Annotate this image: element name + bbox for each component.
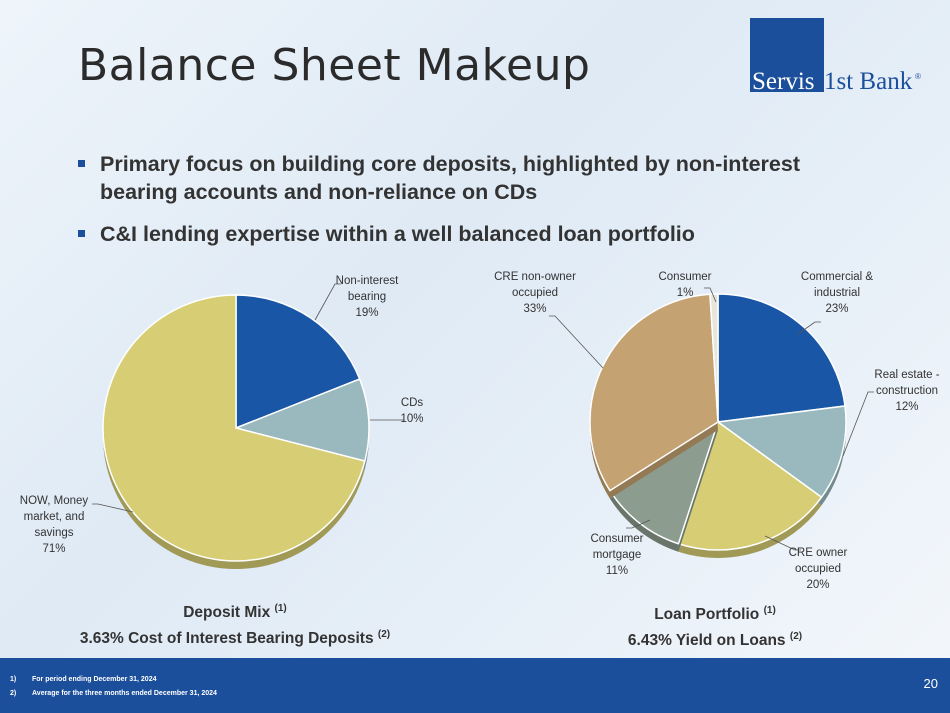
page-title: Balance Sheet Makeup (78, 40, 591, 91)
slice-label-line: savings (35, 527, 74, 539)
pie-slice (716, 405, 847, 499)
caption-title: Deposit Mix (183, 604, 271, 622)
slice-percent: 23% (825, 303, 848, 315)
slice-percent: 1% (677, 287, 694, 299)
caption-footnote-ref: (2) (377, 629, 391, 641)
bullet-square-icon (78, 160, 85, 167)
footnote-text: For period ending December 31, 2024 (32, 676, 157, 683)
bullet-text: Primary focus on building core deposits,… (100, 152, 800, 204)
slice-label-line: Non-interest (336, 275, 399, 287)
page-number: 20 (923, 676, 938, 691)
slice-percent: 71% (42, 543, 65, 555)
leader-line (797, 321, 821, 335)
pie-slice (233, 378, 370, 462)
slice-percent: 10% (400, 413, 423, 425)
leader-line (764, 535, 801, 551)
slice-label-line: bearing (348, 291, 386, 303)
slice-label: NOW, Money market, and savings 71% (20, 495, 89, 555)
pie-chart: Commercial & industrial 23% Real estate - co… (494, 271, 940, 591)
slice-label-line: CRE owner (789, 547, 848, 559)
leader-line (704, 287, 717, 303)
slice-label-line: mortgage (593, 549, 642, 561)
slice-label: Commercial & industrial 23% (801, 271, 874, 315)
pie-chart: Non-interest bearing 19% CDs 10% NOW, Money ma… (20, 275, 424, 569)
loan-portfolio-caption: Loan Portfolio (1) 6.43% Yield on Loans … (565, 600, 865, 652)
logo-text-1st-bank: 1st Bank (824, 68, 913, 95)
slice-label-line: CDs (401, 397, 424, 409)
slice-label-line: NOW, Money (20, 495, 89, 507)
slice-percent: 33% (523, 303, 546, 315)
pie-slice (709, 293, 719, 423)
bullet-text: C&I lending expertise within a well bala… (100, 222, 695, 246)
slice-label: CRE owner occupied 20% (789, 547, 848, 591)
pie-slice (717, 293, 846, 423)
slice-label: Consumer 1% (658, 271, 711, 299)
slice-percent: 12% (895, 401, 918, 413)
logo-box (750, 18, 824, 92)
leader-line (92, 503, 134, 513)
leader-line (314, 283, 341, 321)
slice-label-line: Real estate - (874, 369, 939, 381)
footnote: 2) Average for the three months ended Dec… (10, 690, 217, 697)
pie-slice (102, 294, 366, 562)
slice-label-line: construction (876, 385, 938, 397)
slice-label-line: industrial (814, 287, 860, 299)
slice-label-line: occupied (795, 563, 841, 575)
pie-charts: Non-interest bearing 19% CDs 10% NOW, Money ma… (20, 271, 940, 591)
slice-label-line: occupied (512, 287, 558, 299)
slice-label: Consumer mortgage 11% (590, 533, 643, 577)
deposit-mix-caption: Deposit Mix (1) 3.63% Cost of Interest B… (60, 598, 410, 650)
footer-bar: 1) For period ending December 31, 2024 2)… (0, 658, 950, 713)
bullet-list: Primary focus on building core deposits,… (78, 150, 878, 262)
pie-slice (677, 420, 823, 551)
slice-percent: 19% (355, 307, 378, 319)
bullet-item: C&I lending expertise within a well bala… (78, 220, 878, 248)
leader-line (549, 315, 604, 369)
slice-label-line: Consumer (658, 271, 711, 283)
slice-label-line: Consumer (590, 533, 643, 545)
logo-text-servis: Servis (752, 68, 815, 95)
slice-label: Real estate - construction 12% (874, 369, 939, 413)
bank-logo: Servis 1st Bank ® (750, 18, 923, 95)
footnote-number: 1) (10, 676, 17, 683)
footnote-text: Average for the three months ended Decem… (32, 690, 217, 697)
caption-subtitle: 6.43% Yield on Loans (627, 632, 786, 650)
leader-line (842, 391, 874, 457)
slice-label: CDs 10% (400, 397, 423, 425)
slice-label-line: CRE non-owner (494, 271, 576, 283)
slice-label: Non-interest bearing 19% (336, 275, 399, 319)
slice-percent: 20% (806, 579, 829, 591)
bullet-item: Primary focus on building core deposits,… (78, 150, 878, 206)
caption-subtitle: 3.63% Cost of Interest Bearing Deposits (79, 630, 374, 648)
bullet-square-icon (78, 230, 85, 237)
slice-label-line: Commercial & (801, 271, 874, 283)
caption-footnote-ref: (2) (789, 631, 803, 643)
caption-footnote-ref: (1) (274, 603, 287, 614)
slice-label-line: market, and (24, 511, 85, 523)
caption-title: Loan Portfolio (654, 606, 760, 624)
logo-registered-mark: ® (915, 72, 921, 81)
caption-footnote-ref: (1) (763, 605, 776, 616)
slice-label: CRE non-owner occupied 33% (494, 271, 576, 315)
pie-slice (589, 293, 719, 492)
pie-slice (235, 294, 361, 430)
footnote: 1) For period ending December 31, 2024 (10, 676, 157, 683)
leader-line (626, 519, 651, 529)
slice-percent: 11% (606, 565, 628, 577)
footnote-number: 2) (10, 690, 17, 697)
